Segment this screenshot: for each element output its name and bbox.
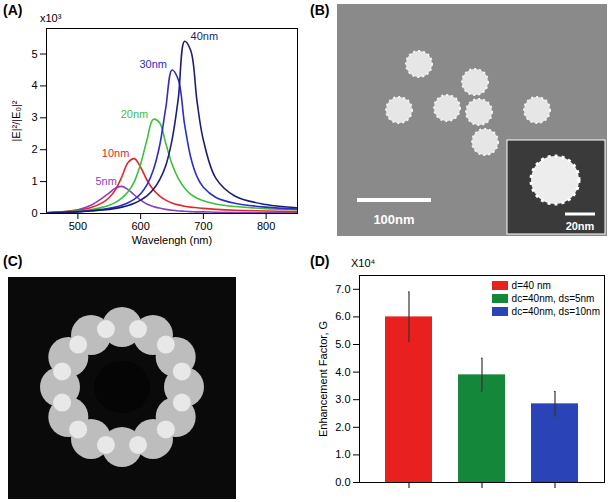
svg-text:7.0: 7.0 [335, 283, 350, 295]
svg-text:3.0: 3.0 [335, 393, 350, 405]
svg-text:5nm: 5nm [95, 175, 116, 187]
svg-text:6.0: 6.0 [335, 310, 350, 322]
svg-text:5: 5 [31, 48, 37, 60]
html-text:x10³: x10³ [40, 12, 62, 24]
svg-text:2.0: 2.0 [335, 421, 350, 433]
svg-text:5.0: 5.0 [335, 338, 350, 350]
svg-text:40nm: 40nm [191, 30, 219, 42]
html-text:(C): (C) [3, 253, 23, 269]
html-text:d=40 nm: d=40 nm [511, 280, 551, 291]
svg-text:800: 800 [257, 220, 275, 232]
svg-text:600: 600 [131, 220, 149, 232]
html-text:(B): (B) [310, 2, 330, 18]
svg-text:1.0: 1.0 [335, 448, 350, 460]
svg-text:20nm: 20nm [121, 108, 149, 120]
html-text:dc=40nm, ds=10nm: dc=40nm, ds=10nm [511, 306, 600, 317]
html-text:dc=40nm, ds=5nm: dc=40nm, ds=5nm [511, 293, 595, 304]
svg-text:30nm: 30nm [139, 58, 167, 70]
svg-text:100nm: 100nm [373, 212, 414, 227]
svg-text:4: 4 [31, 79, 37, 91]
svg-text:2: 2 [31, 143, 37, 155]
svg-text:Enhancement Factor, G: Enhancement Factor, G [317, 321, 329, 437]
svg-text:10nm: 10nm [102, 147, 130, 159]
html-text:(A): (A) [3, 2, 23, 18]
html-text:X10⁴: X10⁴ [351, 257, 376, 269]
svg-text:500: 500 [69, 220, 87, 232]
svg-text:4.0: 4.0 [335, 366, 350, 378]
html-text:(D): (D) [310, 253, 330, 269]
svg-text:Wavelengh (nm): Wavelengh (nm) [132, 234, 212, 246]
svg-text:0.0: 0.0 [335, 476, 350, 488]
svg-text:20nm: 20nm [566, 220, 595, 232]
svg-text:700: 700 [194, 220, 212, 232]
svg-text:3: 3 [31, 111, 37, 123]
svg-text:1: 1 [31, 175, 37, 187]
svg-text:0: 0 [31, 207, 37, 219]
svg-text:|E|²/|E₀|²: |E|²/|E₀|² [10, 100, 22, 141]
